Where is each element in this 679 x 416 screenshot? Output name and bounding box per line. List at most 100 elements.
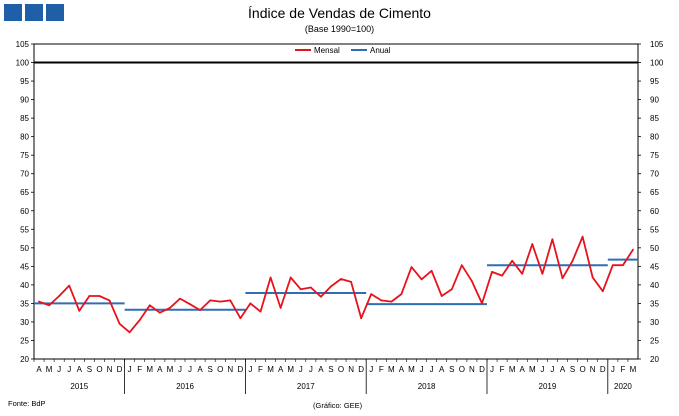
legend-label-mensal: Mensal bbox=[314, 46, 340, 55]
plot-frame bbox=[33, 43, 639, 360]
mensal-point bbox=[320, 295, 322, 298]
x-month-label: J bbox=[299, 365, 303, 374]
chart-legend: Mensal Anual bbox=[295, 46, 391, 55]
y-tick-label-left: 85 bbox=[20, 114, 29, 123]
mensal-point bbox=[179, 297, 181, 300]
logo-square bbox=[4, 4, 22, 21]
x-month-label: D bbox=[358, 365, 364, 374]
mensal-point bbox=[471, 280, 473, 283]
mensal-point bbox=[430, 269, 433, 272]
mensal-point bbox=[239, 317, 242, 320]
y-tick-label-right: 80 bbox=[650, 133, 659, 142]
x-month-label: D bbox=[479, 365, 485, 374]
mensal-point bbox=[622, 264, 624, 267]
mensal-point bbox=[138, 319, 141, 321]
mensal-point bbox=[611, 264, 614, 267]
mensal-point bbox=[410, 266, 413, 268]
y-tick-label-left: 30 bbox=[20, 318, 29, 327]
y-tick-label-left: 50 bbox=[20, 244, 29, 253]
mensal-point bbox=[450, 288, 453, 291]
x-month-label: S bbox=[87, 365, 92, 374]
x-month-label: M bbox=[267, 365, 274, 374]
x-month-label: N bbox=[348, 365, 354, 374]
y-tick-label-left: 90 bbox=[20, 96, 29, 105]
x-year-label: 2016 bbox=[176, 382, 194, 391]
y-tick-label-left: 45 bbox=[20, 262, 29, 271]
chart-marks bbox=[34, 61, 638, 334]
y-tick-label-right: 55 bbox=[650, 225, 659, 234]
x-month-label: M bbox=[408, 365, 415, 374]
x-month-label: M bbox=[46, 365, 53, 374]
mensal-point bbox=[632, 248, 634, 251]
y-tick-label-left: 20 bbox=[20, 355, 29, 364]
x-year-label: 2017 bbox=[297, 382, 315, 391]
x-month-label: O bbox=[217, 365, 223, 374]
x-year-label: 2018 bbox=[418, 382, 436, 391]
y-tick-label-left: 25 bbox=[20, 336, 29, 345]
x-month-label: J bbox=[611, 365, 615, 374]
x-month-label: A bbox=[197, 365, 203, 374]
mensal-point bbox=[98, 295, 101, 297]
x-month-label: J bbox=[128, 365, 132, 374]
mensal-point bbox=[380, 299, 383, 302]
x-year-label: 2020 bbox=[614, 382, 632, 391]
x-month-label: J bbox=[248, 365, 252, 374]
x-month-label: J bbox=[369, 365, 373, 374]
y-tick-label-right: 40 bbox=[650, 281, 659, 290]
y-tick-label-left: 75 bbox=[20, 151, 29, 160]
mensal-line bbox=[38, 235, 634, 334]
mensal-point bbox=[481, 302, 483, 305]
mensal-point bbox=[48, 304, 50, 307]
mensal-point bbox=[289, 276, 292, 279]
mensal-point bbox=[158, 311, 161, 314]
x-month-label: S bbox=[570, 365, 575, 374]
brand-logo bbox=[4, 4, 64, 21]
x-month-label: J bbox=[67, 365, 71, 374]
mensal-point bbox=[561, 277, 564, 280]
x-month-label: J bbox=[420, 365, 424, 374]
y-tick-label-right: 30 bbox=[650, 318, 659, 327]
mensal-point bbox=[440, 295, 443, 297]
x-month-label: N bbox=[227, 365, 233, 374]
x-month-label: S bbox=[449, 365, 454, 374]
mensal-point bbox=[330, 285, 332, 288]
mensal-point bbox=[350, 281, 352, 283]
x-month-label: F bbox=[258, 365, 263, 374]
source-note: Fonte: BdP bbox=[8, 399, 46, 408]
mensal-point bbox=[118, 322, 121, 325]
y-tick-label-left: 60 bbox=[20, 207, 29, 216]
x-month-label: M bbox=[388, 365, 395, 374]
mensal-point bbox=[88, 295, 91, 297]
mensal-point bbox=[38, 300, 40, 303]
x-month-label: M bbox=[509, 365, 516, 374]
mensal-point bbox=[259, 310, 262, 313]
x-month-label: J bbox=[57, 365, 61, 374]
mensal-point bbox=[269, 276, 272, 279]
x-month-label: J bbox=[490, 365, 494, 374]
x-month-label: M bbox=[167, 365, 174, 374]
y-tick-label-right: 70 bbox=[650, 170, 659, 179]
mensal-point bbox=[491, 271, 493, 273]
y-tick-label-right: 50 bbox=[650, 244, 659, 253]
logo-square bbox=[25, 4, 43, 21]
mensal-point bbox=[309, 286, 312, 289]
legend-label-anual: Anual bbox=[370, 46, 391, 55]
x-month-label: J bbox=[309, 365, 313, 374]
x-month-label: F bbox=[379, 365, 384, 374]
x-month-label: M bbox=[146, 365, 153, 374]
mensal-point bbox=[521, 272, 524, 275]
mensal-point bbox=[78, 309, 81, 312]
y-tick-label-left: 105 bbox=[16, 40, 30, 49]
mensal-point bbox=[460, 264, 463, 267]
y-tick-label-right: 85 bbox=[650, 114, 659, 123]
x-year-label: 2019 bbox=[539, 382, 557, 391]
mensal-point bbox=[501, 274, 503, 277]
x-month-label: J bbox=[550, 365, 554, 374]
x-month-label: A bbox=[520, 365, 526, 374]
x-month-label: O bbox=[459, 365, 465, 374]
mensal-point bbox=[279, 306, 282, 309]
mensal-point bbox=[571, 259, 574, 262]
x-month-label: A bbox=[560, 365, 566, 374]
x-month-label: F bbox=[620, 365, 625, 374]
y-tick-label-right: 100 bbox=[650, 59, 664, 68]
